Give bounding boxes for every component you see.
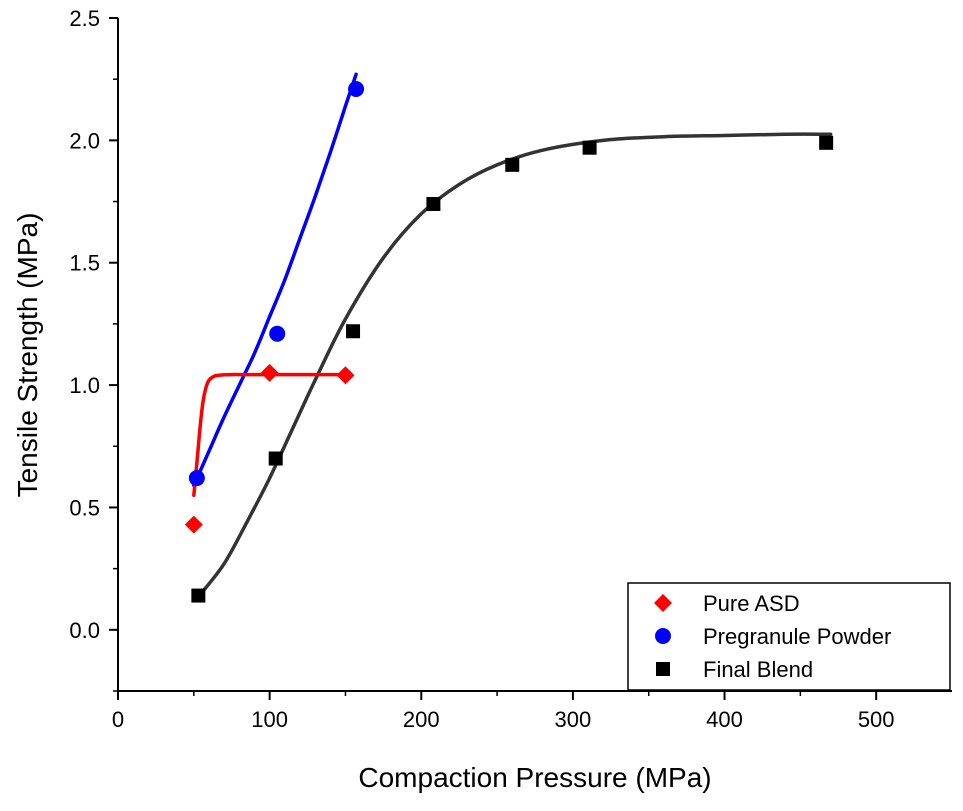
x-ticks: 0 100 200 300 400 500 (112, 691, 895, 732)
final-blend-point (582, 140, 597, 155)
plot-frame (117, 18, 952, 692)
final-blend-point (268, 451, 283, 466)
legend-label-pregranule-powder: Pregranule Powder (703, 624, 891, 649)
legend-marker-pure-asd (654, 594, 672, 612)
legend-label-final-blend: Final Blend (703, 657, 813, 682)
y-tick-label: 2.0 (69, 128, 100, 153)
pregranule-powder-fit-line (192, 72, 358, 488)
final-blend-point (819, 135, 834, 150)
x-tick-label: 100 (251, 707, 288, 732)
pure-asd-point (184, 515, 203, 534)
final-blend-point (191, 588, 206, 603)
x-tick-label: 0 (112, 707, 124, 732)
final-blend-point (426, 196, 441, 211)
x-axis-title: Compaction Pressure (MPa) (358, 762, 711, 793)
pregranule-powder-point (269, 325, 286, 342)
legend-marker-pregranule-powder (655, 628, 671, 644)
legend: Pure ASD Pregranule Powder Final Blend (627, 582, 951, 691)
pregranule-powder-point (348, 80, 365, 97)
y-axis-title: Tensile Strength (MPa) (12, 213, 43, 498)
y-tick-label: 1.5 (69, 251, 100, 276)
fit-lines (192, 72, 833, 595)
pregranule-powder-point (188, 470, 205, 487)
legend-marker-final-blend (656, 662, 670, 676)
final-blend-fit-line (199, 132, 833, 595)
legend-box (627, 582, 951, 691)
y-tick-label: 2.5 (69, 6, 100, 31)
final-blend-point (346, 324, 361, 339)
x-tick-label: 300 (555, 707, 592, 732)
y-ticks: 0.0 0.5 1.0 1.5 2.0 2.5 (69, 6, 118, 692)
legend-label-pure-asd: Pure ASD (703, 591, 800, 616)
pure-asd-point (260, 363, 279, 382)
final-blend-point (505, 157, 520, 172)
data-markers (184, 80, 834, 603)
y-tick-label: 0.0 (69, 618, 100, 643)
y-tick-label: 0.5 (69, 495, 100, 520)
x-tick-label: 200 (403, 707, 440, 732)
pure-asd-point (336, 366, 355, 385)
y-tick-label: 1.0 (69, 373, 100, 398)
x-tick-label: 500 (858, 707, 895, 732)
x-tick-label: 400 (706, 707, 743, 732)
